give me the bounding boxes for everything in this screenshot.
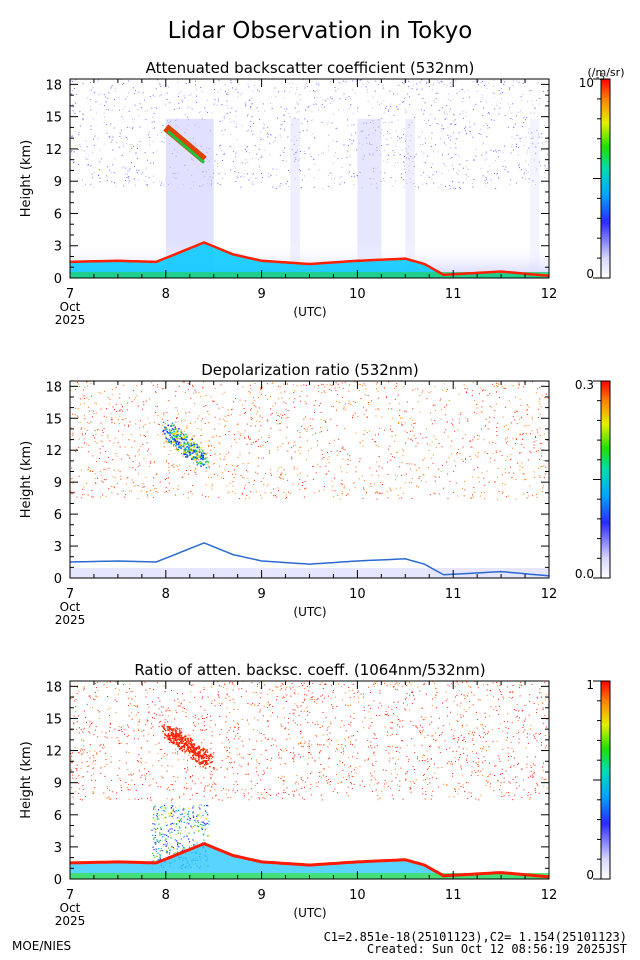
y-tick-label: 9: [54, 777, 62, 792]
x-tick-label: 7: [66, 287, 74, 302]
x-tick-label: 7: [66, 888, 74, 903]
x-tick-label: 9: [257, 587, 265, 602]
y-axis-label: Height (km): [19, 140, 34, 217]
colorbar-unit: (/m/sr): [588, 66, 625, 79]
panel-title: Attenuated backscatter coefficient (532n…: [146, 59, 475, 77]
x-tick-label: 11: [445, 587, 462, 602]
colorbar-min-label: 0: [586, 267, 594, 281]
y-tick-label: 15: [45, 712, 62, 727]
colorbar: 10 -5 0 (/m/sr): [579, 66, 625, 281]
x-tick-label: 9: [257, 287, 265, 302]
x-tick-label: 8: [162, 587, 170, 602]
plot-frame: [69, 380, 550, 579]
y-tick-label: 12: [45, 143, 62, 158]
footer-created: Created: Sun Oct 12 08:56:19 2025JST: [367, 942, 627, 956]
y-tick-label: 18: [45, 680, 62, 695]
y-tick-label: 3: [54, 240, 62, 255]
y-tick-label: 0: [54, 272, 62, 287]
heatmap-texture: [69, 381, 550, 578]
y-tick-label: 0: [54, 572, 62, 587]
colorbar-scale: [600, 680, 611, 880]
y-tick-label: 12: [45, 745, 62, 760]
y-tick-label: 6: [54, 207, 62, 222]
x-tick-label: 12: [541, 888, 558, 903]
x-axis-label: (UTC): [293, 906, 326, 920]
colorbar-min-label: 0.0: [575, 567, 594, 581]
colorbar-max-label: 10: [579, 76, 594, 90]
x-axis-label: (UTC): [293, 605, 326, 619]
panel-title: Ratio of atten. backsc. coeff. (1064nm/5…: [134, 661, 485, 679]
y-axis-label: Height (km): [19, 741, 34, 818]
y-tick-label: 0: [54, 873, 62, 888]
colorbar: 0.3 0.0: [575, 378, 611, 581]
y-tick-label: 9: [54, 175, 62, 190]
y-tick-label: 18: [45, 78, 62, 93]
panel-3: Ratio of atten. backsc. coeff. (1064nm/5…: [19, 661, 611, 928]
colorbar-scale: [600, 380, 611, 579]
x-tick-label: 8: [162, 287, 170, 302]
x-tick-label: 10: [349, 287, 366, 302]
x-tick-label: 10: [349, 587, 366, 602]
colorbar-min-label: 0: [586, 868, 594, 882]
x-tick-month: Oct: [60, 600, 81, 614]
x-tick-label: 10: [349, 888, 366, 903]
colorbar-max-label: 1: [586, 678, 594, 692]
y-tick-label: 3: [54, 540, 62, 555]
footer-constants: C1=2.851e-18(25101123),C2= 1.154(2510112…: [324, 930, 627, 944]
colorbar-max-exponent: -5: [596, 73, 605, 83]
panel-1: Attenuated backscatter coefficient (532n…: [19, 59, 624, 327]
y-tick-label: 12: [45, 444, 62, 459]
x-tick-label: 7: [66, 587, 74, 602]
y-tick-label: 15: [45, 412, 62, 427]
colorbar: 10: [586, 678, 611, 882]
panel-2: Depolarization ratio (532nm) 7 8 9 10 11 12 Oct…: [19, 361, 611, 627]
x-tick-label: 12: [541, 587, 558, 602]
x-tick-label: 12: [541, 287, 558, 302]
footer-org: MOE/NIES: [12, 939, 71, 953]
y-tick-label: 6: [54, 508, 62, 523]
x-tick-year: 2025: [55, 914, 86, 928]
heatmap-texture: [69, 681, 550, 879]
y-axis-label: Height (km): [19, 441, 34, 518]
colorbar-scale: [600, 78, 611, 279]
figure-title: Lidar Observation in Tokyo: [168, 18, 473, 44]
y-tick-label: 9: [54, 476, 62, 491]
y-tick-label: 6: [54, 809, 62, 824]
x-tick-month: Oct: [60, 300, 81, 314]
x-tick-label: 11: [445, 888, 462, 903]
x-axis-label: (UTC): [293, 305, 326, 319]
y-tick-label: 3: [54, 841, 62, 856]
x-tick-year: 2025: [55, 613, 86, 627]
x-tick-year: 2025: [55, 313, 86, 327]
colorbar-max-label: 0.3: [575, 378, 594, 392]
heatmap-texture: [69, 79, 550, 278]
y-tick-label: 15: [45, 111, 62, 126]
x-tick-label: 11: [445, 287, 462, 302]
plot-frame: [69, 680, 550, 880]
y-tick-label: 18: [45, 380, 62, 395]
panel-title: Depolarization ratio (532nm): [201, 361, 419, 379]
x-tick-label: 8: [162, 888, 170, 903]
x-tick-month: Oct: [60, 901, 81, 915]
x-tick-label: 9: [257, 888, 265, 903]
